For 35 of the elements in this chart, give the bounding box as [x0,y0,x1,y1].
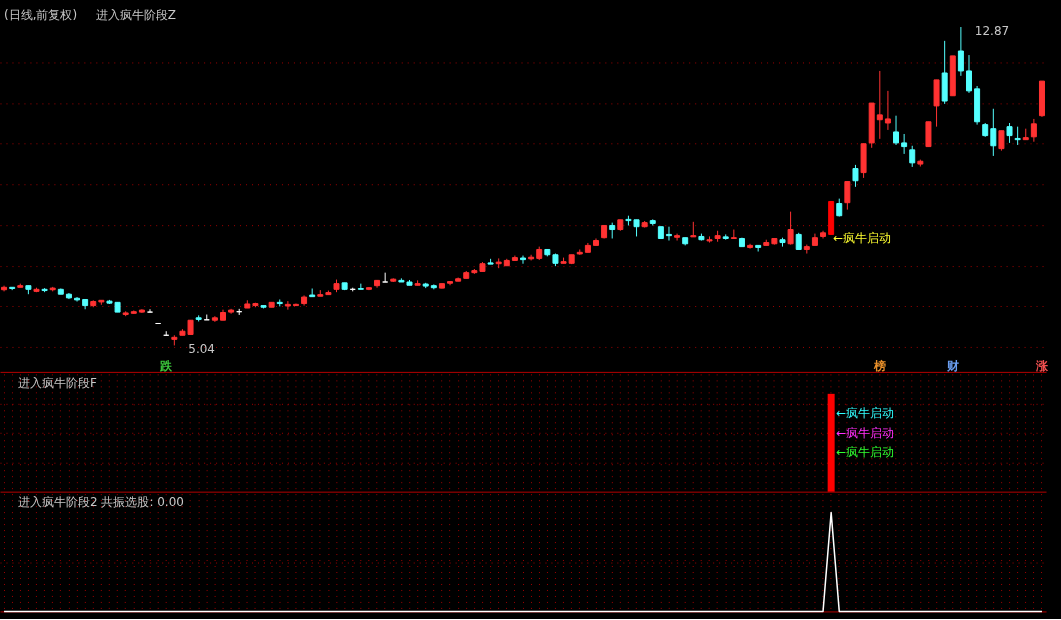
candlestick [844,181,851,211]
candlestick [966,54,972,94]
candlestick [893,115,900,146]
annotation: ←疯牛启动 [833,231,892,246]
candlestick [1030,118,1037,143]
annotation: 跌 [159,358,174,373]
candlestick [1006,122,1013,144]
annotation: 12.87 [974,24,1010,38]
candlestick [901,133,908,155]
candlestick [674,233,681,242]
candlestick [520,255,527,265]
chart-title: 进入疯牛阶段2 共振选股: 0.00 [17,494,184,509]
text: 进入疯牛阶段Z [95,7,177,22]
chart-title: 进入疯牛阶段F [17,375,97,390]
candlestick [787,211,794,246]
candlestick [957,26,964,77]
annotation: 5.04 [188,342,215,357]
annotation: ←疯牛启动 [836,405,895,420]
candlestick [284,300,291,311]
annotation: ←疯牛启动 [836,444,895,459]
candlestick [998,130,1005,152]
candlestick [876,70,883,140]
candlestick [74,296,81,303]
candlestick [884,90,891,131]
annotation: 涨 [1034,358,1049,373]
candlestick [990,108,997,157]
candlestick [147,308,154,313]
candlestick [852,164,859,188]
text: (日线,前复权) [3,7,78,22]
candlestick [665,226,672,242]
annotation: 榜 [872,358,886,373]
annotation: 财 [945,358,959,373]
annotation: ←疯牛启动 [836,425,895,440]
candlestick [1014,126,1021,146]
candlestick [909,145,916,168]
